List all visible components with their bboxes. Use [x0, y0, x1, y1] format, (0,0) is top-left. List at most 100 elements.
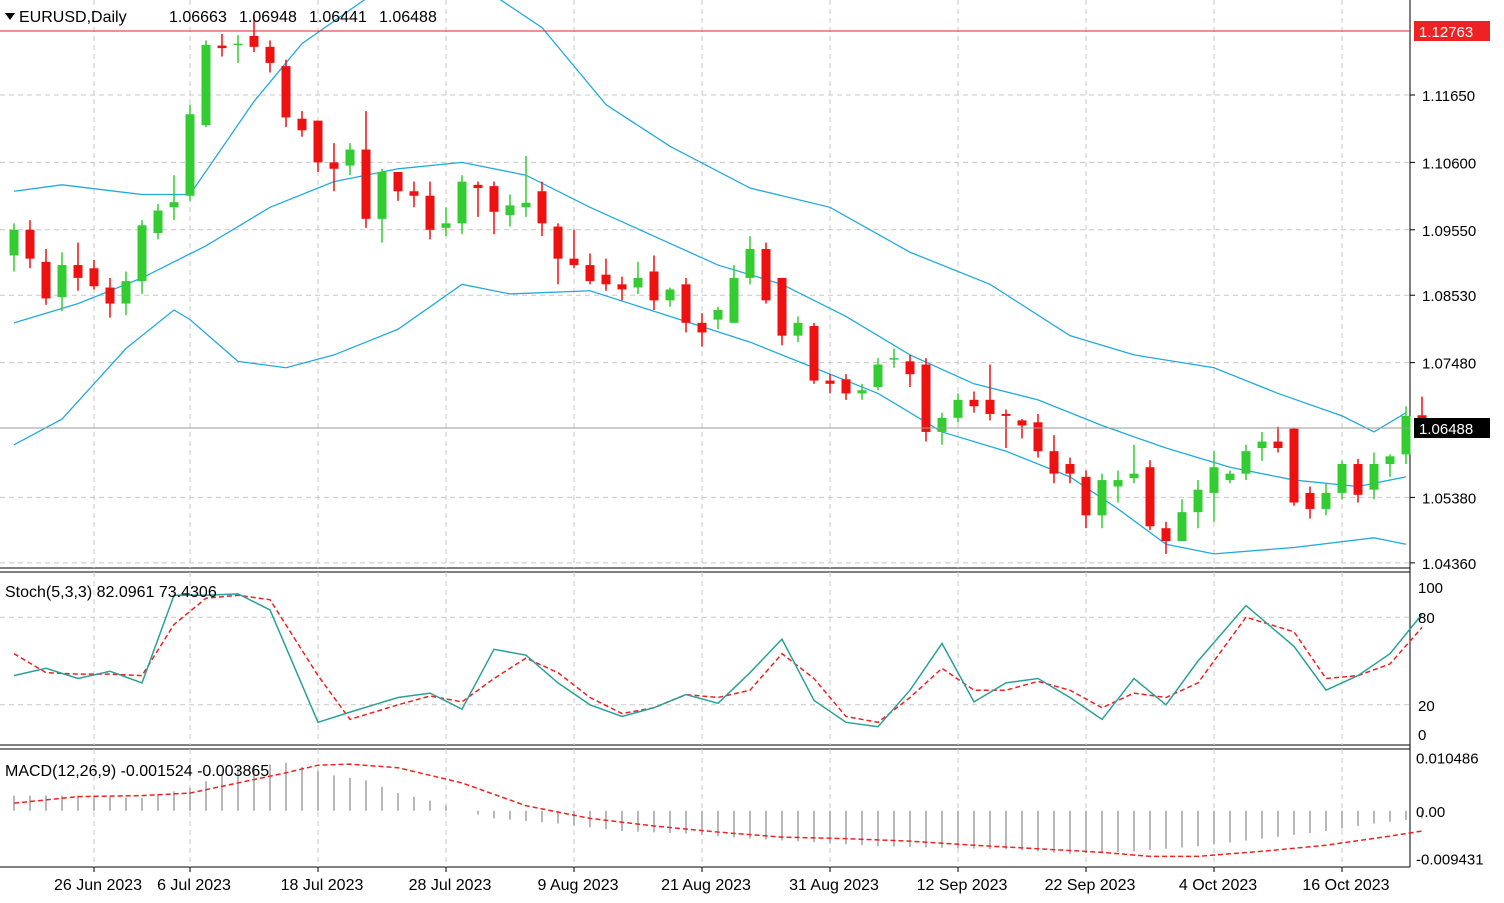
x-tick-label: 9 Aug 2023 [538, 877, 619, 894]
candle-body [1177, 512, 1187, 542]
candle [793, 316, 803, 343]
candle [345, 143, 355, 176]
y-tick-label: 1.04360 [1422, 556, 1476, 573]
candle-body [521, 202, 531, 208]
low-value: 1.06441 [309, 9, 367, 26]
candle-body [409, 191, 419, 196]
candle-body [1065, 464, 1075, 474]
macd-y-label: 0.00 [1416, 804, 1445, 821]
candle-body [9, 229, 19, 256]
x-tick-label: 26 Jun 2023 [54, 877, 142, 894]
stoch-signal-line [13, 594, 1423, 724]
stochastic-lines [13, 593, 1423, 728]
candle [1145, 460, 1155, 531]
candle-body [457, 181, 467, 224]
candle [777, 277, 787, 346]
candle-body [233, 43, 243, 46]
candle-body [89, 268, 99, 287]
candle-body [793, 322, 803, 336]
candle [457, 175, 467, 235]
candle [201, 40, 211, 128]
candle-body [985, 399, 995, 414]
price-axis: 1.11650 1.10600 1.09550 1.08530 1.07480 1.053… [1410, 21, 1490, 869]
candle [377, 168, 387, 243]
macd-y-label: 0.010486 [1416, 751, 1479, 768]
y-tick-label: 1.09550 [1422, 223, 1476, 240]
candle [1033, 413, 1043, 458]
candle [809, 322, 819, 384]
candle-body [1129, 473, 1139, 479]
candle [505, 194, 515, 227]
candle [969, 391, 979, 413]
candle-body [1113, 480, 1123, 487]
candle [409, 181, 419, 208]
y-tick-label: 1.05380 [1422, 490, 1476, 507]
candle [329, 143, 339, 192]
x-tick-label: 22 Sep 2023 [1045, 877, 1136, 894]
candle-body [681, 284, 691, 323]
candle [89, 259, 99, 290]
bollinger-middle-line [13, 161, 1407, 488]
candle-body [761, 249, 771, 301]
candle-body [921, 364, 931, 432]
dropdown-triangle-icon[interactable] [5, 13, 15, 20]
candle [1385, 454, 1395, 477]
candle-body [1289, 428, 1299, 503]
candle-body [1209, 467, 1219, 493]
candle-body [1401, 415, 1411, 455]
candle-body [569, 258, 579, 266]
candle [1369, 452, 1379, 500]
candle [985, 364, 995, 421]
candle-body [1385, 456, 1395, 465]
candle [1241, 444, 1251, 481]
candle [105, 277, 115, 318]
candle-body [777, 277, 787, 336]
candle-body [649, 271, 659, 301]
candle-body [105, 287, 115, 304]
candle [265, 40, 275, 73]
candle-body [1305, 492, 1315, 509]
candle-body [345, 149, 355, 166]
candle [1321, 483, 1331, 516]
candle [361, 111, 371, 228]
candle [425, 181, 435, 240]
candle-body [73, 265, 83, 278]
candle-body [665, 289, 675, 301]
stoch-y-label: 20 [1418, 698, 1435, 715]
candle-body [905, 361, 915, 375]
candle [553, 223, 563, 285]
candle-body [1001, 413, 1011, 416]
macd-bars [13, 762, 1423, 858]
candle [489, 181, 499, 235]
x-tick-label: 4 Oct 2023 [1179, 877, 1257, 894]
candle-body [537, 191, 547, 224]
candle-body [553, 226, 563, 259]
candle-body [1193, 489, 1203, 513]
candle [393, 172, 403, 201]
x-tick-label: 12 Sep 2023 [917, 877, 1008, 894]
candle-body [633, 277, 643, 288]
candle [153, 204, 163, 240]
candle-body [329, 162, 339, 169]
alert-price-tag [1414, 21, 1490, 41]
candlesticks [9, 14, 1427, 554]
candle [1401, 406, 1411, 465]
candle [729, 265, 739, 323]
candle-body [1337, 464, 1347, 493]
candle-body [1081, 476, 1091, 516]
candle [937, 412, 947, 445]
candle-body [745, 249, 755, 278]
x-tick-label: 28 Jul 2023 [409, 877, 492, 894]
x-tick-label: 21 Aug 2023 [661, 877, 751, 894]
candle-body [1145, 467, 1155, 527]
stoch-y-label: 100 [1418, 580, 1443, 597]
candle-body [1017, 420, 1027, 426]
candle-body [809, 326, 819, 381]
grid [0, 0, 1410, 867]
candle [1129, 444, 1139, 484]
candle-body [825, 380, 835, 384]
bollinger-upper-line [13, 0, 1407, 433]
x-tick-label: 16 Oct 2023 [1302, 877, 1389, 894]
